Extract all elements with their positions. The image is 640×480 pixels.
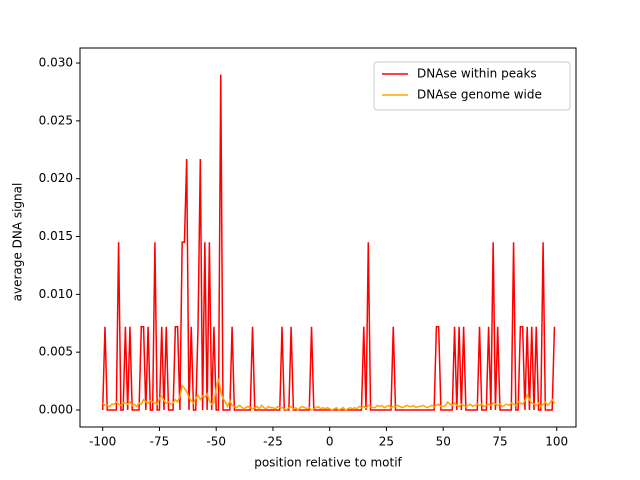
x-tick-label: 100 (545, 435, 568, 449)
legend: DNAse within peaks DNAse genome wide (373, 61, 571, 111)
x-tick-label: 25 (379, 435, 394, 449)
x-axis-label: position relative to motif (254, 456, 402, 470)
x-tick-label: -50 (206, 435, 226, 449)
x-tick-label: 75 (492, 435, 507, 449)
x-tick-label: -75 (150, 435, 170, 449)
data-line (102, 378, 556, 412)
legend-label: DNAse within peaks (417, 67, 537, 81)
x-tick-label: 0 (326, 435, 334, 449)
y-tick-label: 0.020 (39, 171, 73, 185)
y-tick-label: 0.030 (39, 56, 73, 70)
data-line (101, 74, 556, 411)
y-tick-label: 0.000 (39, 402, 73, 416)
x-tick-label: 50 (436, 435, 451, 449)
y-axis-label: average DNA signal (11, 183, 25, 302)
y-tick-label: 0.010 (39, 287, 73, 301)
y-tick-label: 0.005 (39, 345, 73, 359)
x-tick-label: -100 (89, 435, 116, 449)
legend-box (373, 61, 571, 111)
plot-frame (79, 47, 577, 428)
y-tick-label: 0.025 (39, 113, 73, 127)
x-tick-label: -25 (263, 435, 283, 449)
y-tick-label: 0.015 (39, 229, 73, 243)
legend-label: DNAse genome wide (417, 88, 542, 102)
